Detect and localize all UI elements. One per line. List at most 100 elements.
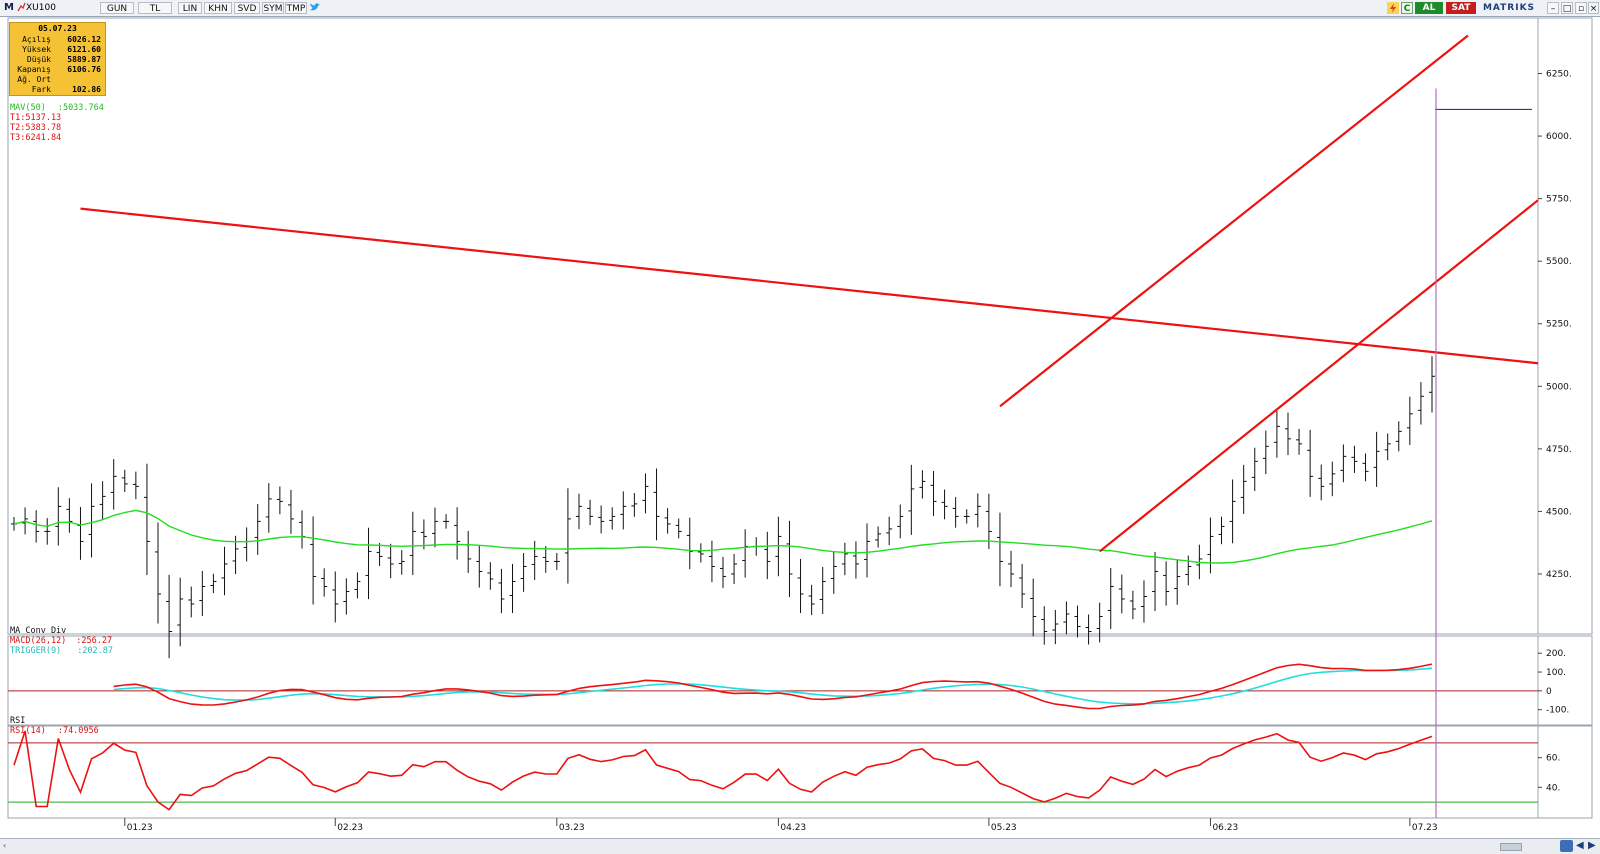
symbol-icon[interactable] <box>17 2 26 14</box>
price-tick-label: 5500. <box>1546 257 1572 267</box>
ohlc-bar <box>276 486 283 515</box>
ohlc-bar <box>764 531 771 580</box>
ohlc-bar <box>443 514 450 529</box>
ohlc-bar <box>1074 605 1081 638</box>
lin-button[interactable]: LIN <box>178 2 202 14</box>
sym-button[interactable]: SYM <box>262 2 284 14</box>
ohlc-bar <box>697 543 704 563</box>
ohlc-bar <box>1008 550 1015 588</box>
ohlc-bar <box>1030 578 1037 637</box>
maximize-icon[interactable]: □ <box>1561 2 1573 14</box>
ohlc-bar <box>121 469 128 493</box>
ohlc-bar <box>1240 464 1247 514</box>
buy-button[interactable]: AL <box>1415 2 1443 14</box>
close-icon[interactable]: × <box>1588 2 1599 14</box>
moving-average-line <box>13 509 1433 564</box>
khn-button[interactable]: KHN <box>204 2 232 14</box>
ohlc-bar <box>143 463 150 576</box>
ohlc-bar <box>431 507 438 548</box>
ohlc-bar <box>609 507 616 530</box>
ohlc-bar <box>1085 614 1092 645</box>
ohlc-bar <box>1273 410 1280 458</box>
ohlc-bar <box>420 519 427 550</box>
ohlc-bar <box>332 571 339 623</box>
resistance-trendline <box>80 207 1539 365</box>
horizontal-scrollbar[interactable]: ‹ ◀ ▶ <box>0 838 1600 854</box>
ohlc-bar <box>631 493 638 517</box>
svd-button[interactable]: SVD <box>234 2 260 14</box>
t2-label: T2:5383.78 <box>10 123 62 133</box>
ohlc-bar <box>720 556 726 589</box>
refresh-chart-icon[interactable] <box>1560 840 1573 852</box>
ohlc-bar <box>110 459 117 510</box>
ohlc-bar <box>852 541 859 579</box>
macd-tick-label: -100. <box>1546 706 1569 716</box>
macd-line <box>113 663 1433 710</box>
sell-button[interactable]: SAT <box>1446 2 1476 14</box>
info-row: Açılış 6026.12 <box>22 35 101 44</box>
ohlc-bar <box>875 526 882 548</box>
tmp-button[interactable]: TMP <box>285 2 307 14</box>
ohlc-bar <box>731 553 738 584</box>
scroll-forward-icon[interactable]: ▶ <box>1588 840 1596 851</box>
ohlc-bar <box>520 553 527 592</box>
price-tick-label: 6000. <box>1546 132 1572 142</box>
restore-icon[interactable]: ▫ <box>1575 2 1587 14</box>
ohlc-bar <box>963 509 970 524</box>
scroll-left-icon[interactable]: ‹ <box>3 841 7 850</box>
ohlc-bar <box>1174 560 1181 605</box>
ohlc-bar <box>454 507 461 560</box>
ohlc-bar <box>1395 421 1402 452</box>
t3-label: T3:6241.84 <box>10 133 62 143</box>
chart-panel-2 <box>7 635 1593 726</box>
time-tick-label: 07.23 <box>1412 823 1438 833</box>
twitter-icon[interactable] <box>309 2 321 14</box>
ohlc-bar <box>1307 429 1314 497</box>
ohlc-bar <box>376 542 383 566</box>
ohlc-bar <box>1052 609 1059 645</box>
symbol-label[interactable]: XU100 <box>26 3 56 13</box>
ohlc-bar <box>1284 412 1291 456</box>
macd-tick-label: 0 <box>1546 687 1552 697</box>
minimize-icon[interactable]: – <box>1547 2 1559 14</box>
ohlc-bar <box>188 586 195 618</box>
time-tick-label: 01.23 <box>127 823 153 833</box>
time-tick-label: 05.23 <box>991 823 1017 833</box>
price-tick-label: 4500. <box>1546 507 1572 517</box>
ohlc-bar <box>221 546 228 596</box>
t1-label: T1:5137.13 <box>10 113 62 123</box>
scroll-thumb[interactable] <box>1500 843 1522 851</box>
ohlc-bar <box>775 516 782 577</box>
trigger-label: TRIGGER(9):202.87 <box>10 646 114 656</box>
trigger-line <box>113 667 1433 705</box>
time-tick-label: 04.23 <box>780 823 806 833</box>
channel-lower-line <box>1098 199 1539 553</box>
scroll-back-icon[interactable]: ◀ <box>1576 840 1584 851</box>
lightning-icon[interactable] <box>1387 2 1399 14</box>
ohlc-bar <box>398 550 405 575</box>
ohlc-bar <box>1063 601 1070 635</box>
ohlc-bar <box>864 523 871 578</box>
rsi-tick-label: 60. <box>1546 754 1560 764</box>
ohlc-bar <box>996 512 1003 587</box>
ohlc-bar <box>587 499 594 526</box>
price-tick-label: 6250. <box>1546 70 1572 80</box>
ohlc-bar <box>1041 606 1048 645</box>
menu-button[interactable]: M <box>4 2 14 13</box>
currency-button[interactable]: TL <box>138 2 172 14</box>
period-button[interactable]: GUN <box>100 2 134 14</box>
ohlc-bar <box>66 498 73 533</box>
info-row: Yüksek 6121.60 <box>22 45 101 54</box>
ohlc-bar <box>1218 516 1225 545</box>
refresh-icon[interactable]: C <box>1401 2 1413 14</box>
macd-label: MACD(26,12):256.27 <box>10 636 113 646</box>
ohlc-bar <box>819 566 826 614</box>
ohlc-bar <box>675 518 682 539</box>
ohlc-bar <box>1351 445 1358 473</box>
price-tick-label: 4750. <box>1546 445 1572 455</box>
ohlc-bar <box>952 497 959 528</box>
rsi-line <box>13 730 1433 811</box>
ohlc-bar <box>531 540 538 580</box>
